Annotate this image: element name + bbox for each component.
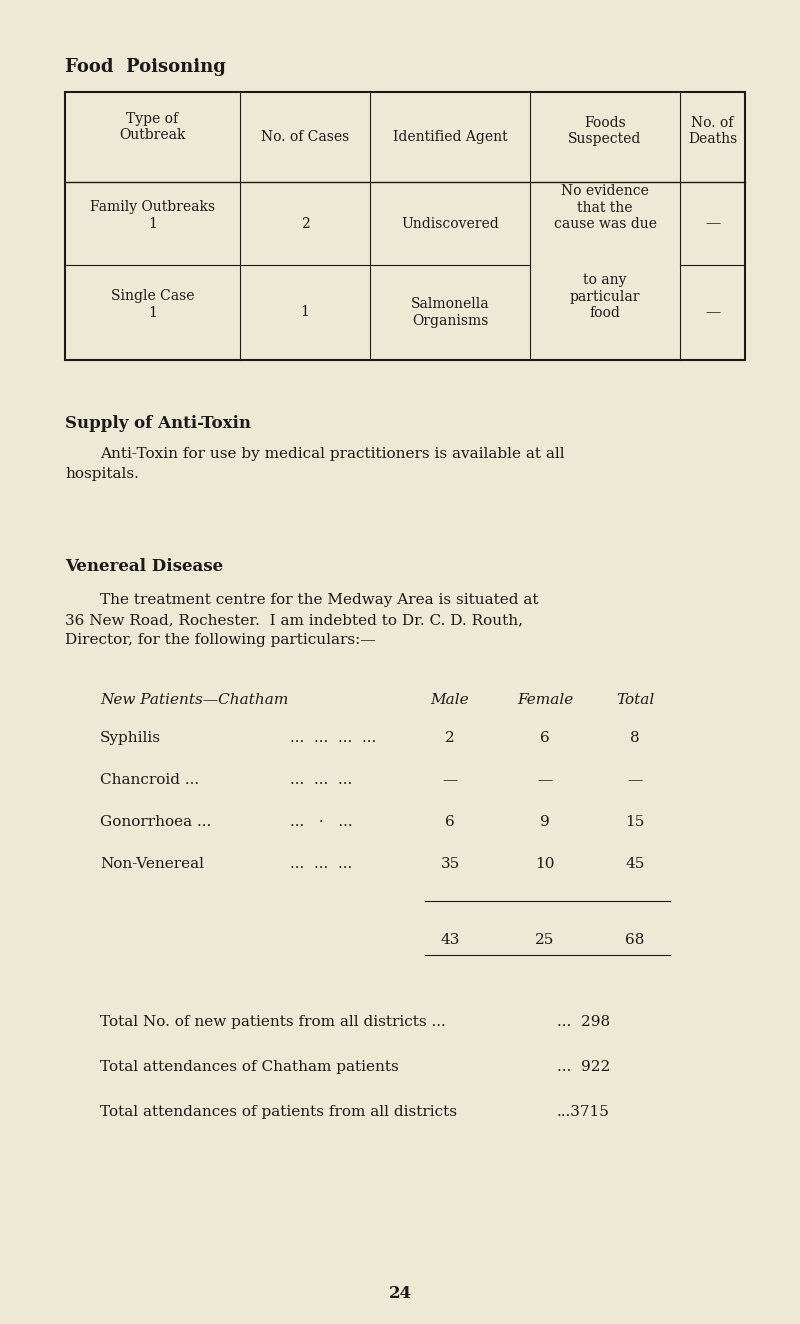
Text: Gonorrhoea ...: Gonorrhoea ... <box>100 816 211 829</box>
Text: Total attendances of patients from all districts: Total attendances of patients from all d… <box>100 1106 457 1119</box>
Text: Venereal Disease: Venereal Disease <box>65 557 223 575</box>
Text: 43: 43 <box>440 933 460 947</box>
Text: 2: 2 <box>445 731 455 745</box>
Text: No. of Cases: No. of Cases <box>261 130 349 144</box>
Text: Total attendances of Chatham patients: Total attendances of Chatham patients <box>100 1061 398 1074</box>
Text: ...  ...  ...: ... ... ... <box>290 857 352 871</box>
Text: Supply of Anti-Toxin: Supply of Anti-Toxin <box>65 414 251 432</box>
Text: Chancroid ...: Chancroid ... <box>100 773 199 786</box>
Text: 6: 6 <box>445 816 455 829</box>
Text: Salmonella
Organisms: Salmonella Organisms <box>410 298 490 327</box>
Text: Single Case
1: Single Case 1 <box>110 290 194 319</box>
Text: 45: 45 <box>626 857 645 871</box>
Text: ...   ·   ...: ... · ... <box>290 816 353 829</box>
Text: Female: Female <box>517 692 573 707</box>
Text: Syphilis: Syphilis <box>100 731 161 745</box>
Text: Food  Poisoning: Food Poisoning <box>65 58 226 75</box>
Text: —: — <box>705 306 720 319</box>
Text: Undiscovered: Undiscovered <box>401 217 499 230</box>
Text: Foods
Suspected: Foods Suspected <box>568 117 642 146</box>
Text: Total No. of new patients from all districts ...: Total No. of new patients from all distr… <box>100 1016 446 1029</box>
Text: —: — <box>538 773 553 786</box>
Bar <box>65 91 745 360</box>
Text: Type of
Outbreak: Type of Outbreak <box>119 113 186 142</box>
Text: —: — <box>442 773 458 786</box>
Text: Anti-Toxin for use by medical practitioners is available at all: Anti-Toxin for use by medical practition… <box>100 448 565 461</box>
Text: hospitals.: hospitals. <box>65 467 139 481</box>
Text: No. of
Deaths: No. of Deaths <box>688 117 737 146</box>
Text: Male: Male <box>430 692 470 707</box>
Text: ...  922: ... 922 <box>557 1061 610 1074</box>
Text: ...  ...  ...  ...: ... ... ... ... <box>290 731 376 745</box>
Text: ...  ...  ...: ... ... ... <box>290 773 352 786</box>
Text: 9: 9 <box>540 816 550 829</box>
Text: 8: 8 <box>630 731 640 745</box>
Text: 10: 10 <box>535 857 554 871</box>
Text: to any
particular
food: to any particular food <box>570 273 640 319</box>
Text: 15: 15 <box>626 816 645 829</box>
Text: The treatment centre for the Medway Area is situated at: The treatment centre for the Medway Area… <box>100 593 538 606</box>
Text: Identified Agent: Identified Agent <box>393 130 507 144</box>
Text: Total: Total <box>616 692 654 707</box>
Text: 35: 35 <box>440 857 460 871</box>
Text: ...  298: ... 298 <box>557 1016 610 1029</box>
Text: 1: 1 <box>301 306 310 319</box>
Text: 6: 6 <box>540 731 550 745</box>
Text: New Patients—Chatham: New Patients—Chatham <box>100 692 288 707</box>
Text: ...3715: ...3715 <box>557 1106 610 1119</box>
Text: 36 New Road, Rochester.  I am indebted to Dr. C. D. Routh,: 36 New Road, Rochester. I am indebted to… <box>65 613 523 628</box>
Text: 2: 2 <box>301 217 310 230</box>
Text: No evidence
that the
cause was due: No evidence that the cause was due <box>554 184 657 230</box>
Text: —: — <box>705 217 720 230</box>
Text: 68: 68 <box>626 933 645 947</box>
Text: 24: 24 <box>389 1286 411 1301</box>
Text: —: — <box>627 773 642 786</box>
Text: Non-Venereal: Non-Venereal <box>100 857 204 871</box>
Text: Family Outbreaks
1: Family Outbreaks 1 <box>90 200 215 230</box>
Text: Director, for the following particulars:—: Director, for the following particulars:… <box>65 633 376 647</box>
Text: 25: 25 <box>535 933 554 947</box>
